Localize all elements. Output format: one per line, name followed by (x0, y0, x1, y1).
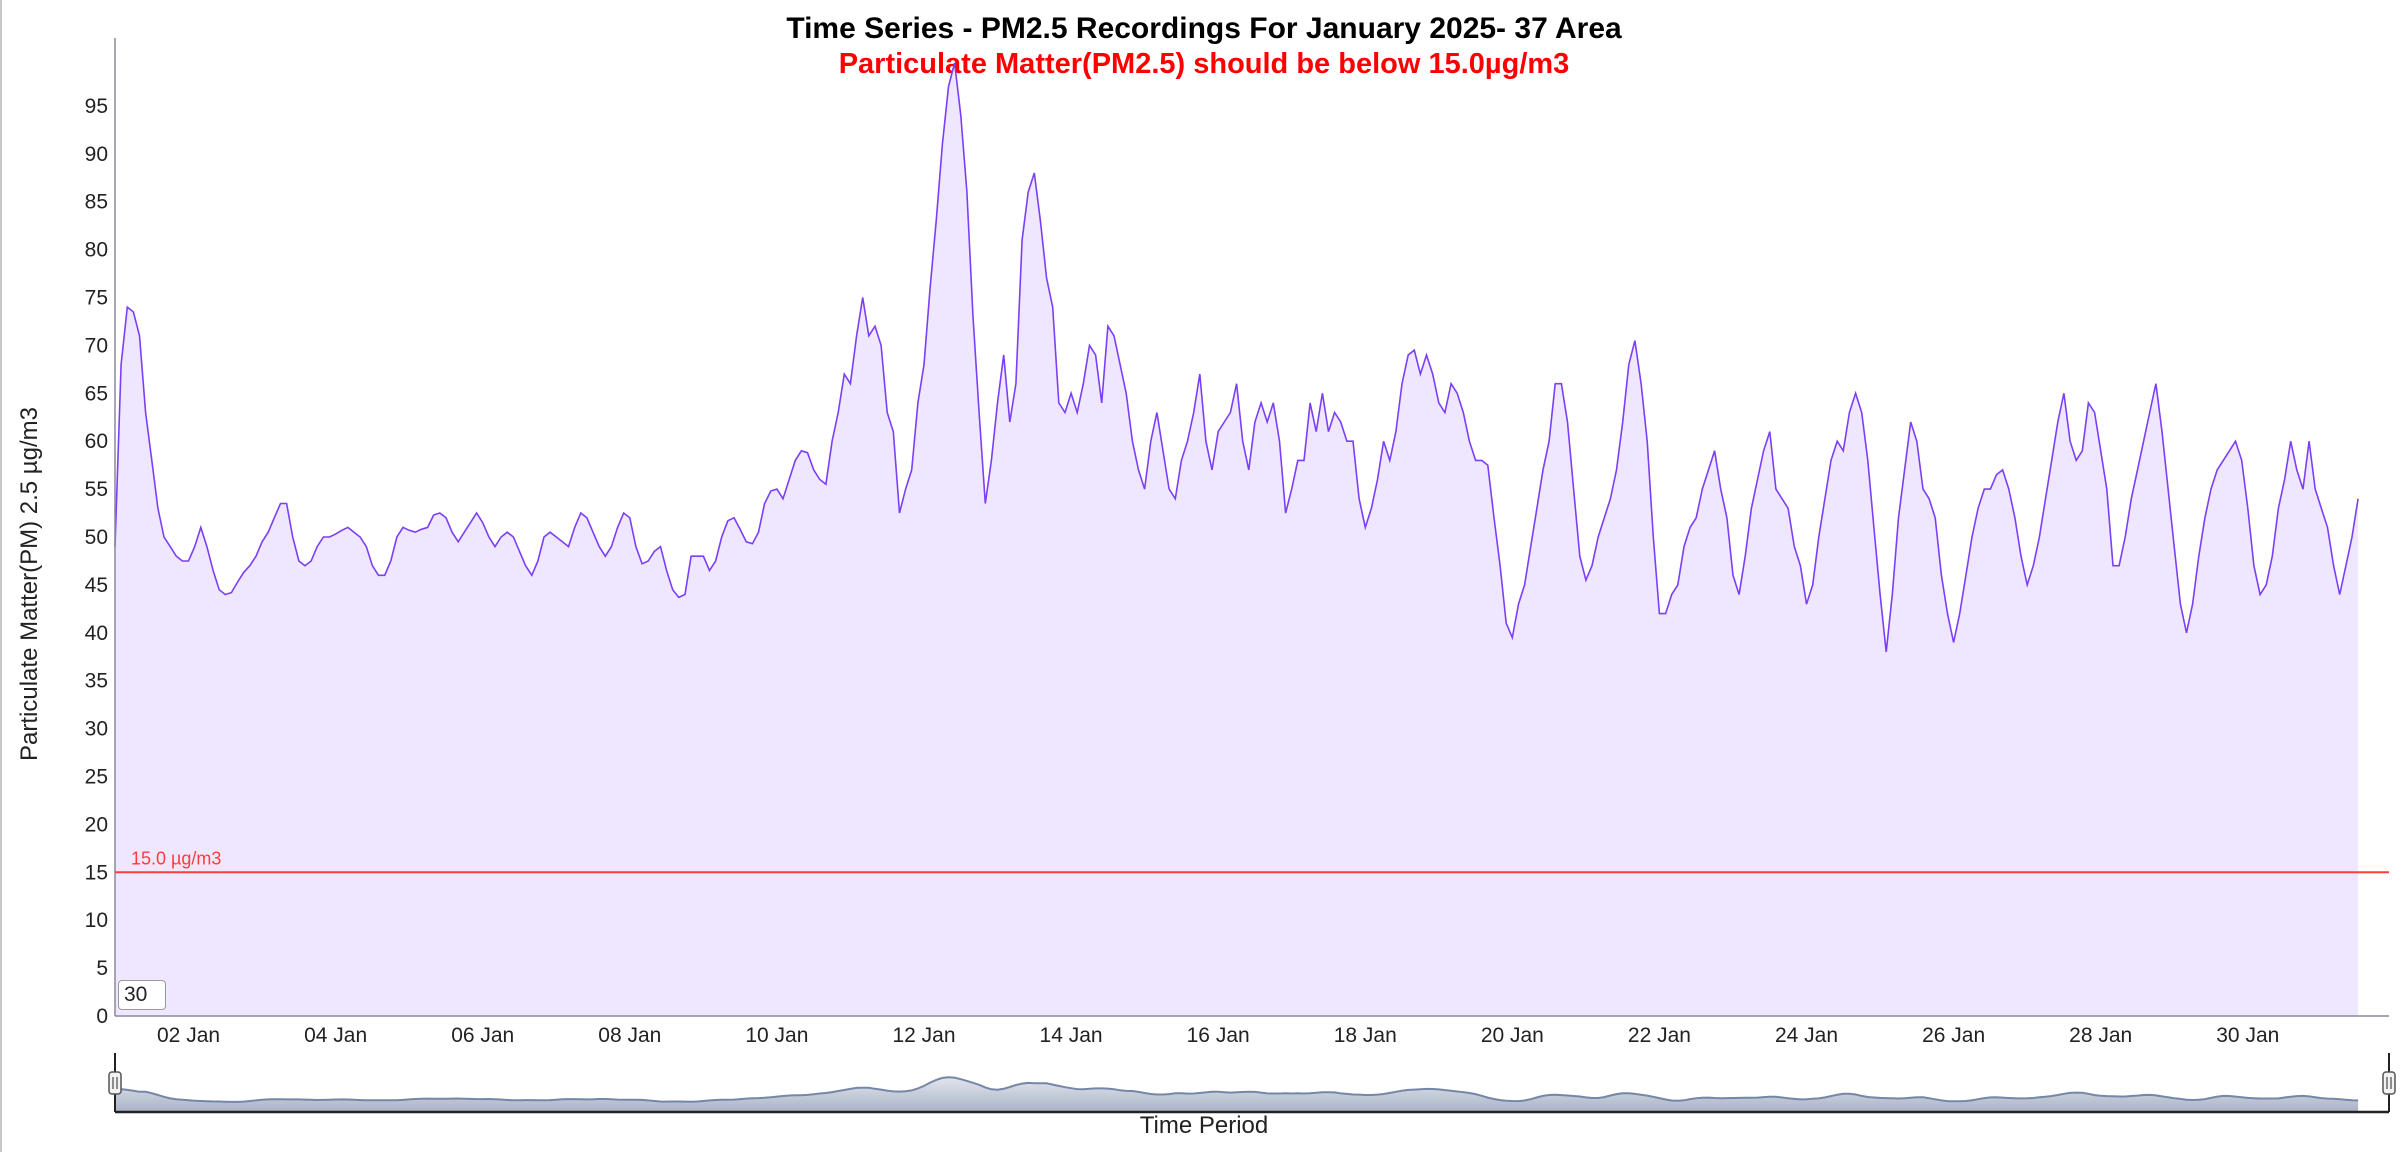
chart-subtitle: Particulate Matter(PM2.5) should be belo… (838, 48, 1570, 80)
y-tick-label: 45 (85, 574, 108, 597)
y-tick-label: 50 (85, 526, 108, 549)
navigator-area (115, 1077, 2359, 1112)
y-tick-label: 55 (85, 478, 108, 501)
x-axis-title: Time Period (1139, 1112, 1269, 1139)
x-tick-label: 20 Jan (1481, 1024, 1544, 1047)
y-tick-label: 90 (85, 143, 108, 166)
chart-title: Time Series - PM2.5 Recordings For Janua… (786, 12, 1622, 45)
x-tick-label: 10 Jan (745, 1024, 808, 1047)
y-tick-label: 85 (85, 191, 108, 214)
x-tick-label: 30 Jan (2216, 1024, 2279, 1047)
y-tick-label: 65 (85, 382, 108, 405)
navigator-left-handle[interactable] (108, 1071, 122, 1095)
series-area-fill (115, 62, 2359, 1017)
threshold-label: 15.0 µg/m3 (131, 848, 221, 868)
y-tick-label: 0 (96, 1005, 108, 1028)
x-tick-label: 26 Jan (1922, 1024, 1985, 1047)
x-tick-label: 28 Jan (2069, 1024, 2132, 1047)
y-tick-label: 30 (85, 718, 108, 741)
navigator-right-handle[interactable] (2382, 1071, 2396, 1095)
page-left-border (0, 0, 2, 1152)
x-tick-label: 02 Jan (157, 1024, 220, 1047)
y-tick-label: 35 (85, 670, 108, 693)
navigator (108, 1053, 2396, 1114)
x-tick-label: 04 Jan (304, 1024, 367, 1047)
y-tick-label: 80 (85, 239, 108, 262)
x-tick-label: 22 Jan (1628, 1024, 1691, 1047)
x-tick-label: 24 Jan (1775, 1024, 1838, 1047)
x-tick-label: 16 Jan (1187, 1024, 1250, 1047)
navigator-series-line (114, 1076, 2359, 1103)
handle-body[interactable] (108, 1071, 122, 1095)
x-tick-label: 14 Jan (1040, 1024, 1103, 1047)
y-tick-label: 95 (85, 95, 108, 118)
x-tick-label: 12 Jan (892, 1024, 955, 1047)
x-tick-label: 08 Jan (598, 1024, 661, 1047)
handle-body[interactable] (2382, 1071, 2396, 1095)
y-tick-label: 5 (96, 957, 108, 980)
y-tick-label: 75 (85, 287, 108, 310)
x-tick-label: 18 Jan (1334, 1024, 1397, 1047)
y-tick-label: 70 (85, 334, 108, 357)
y-tick-label: 10 (85, 909, 108, 932)
range-days-input[interactable] (118, 980, 166, 1010)
y-tick-label: 15 (85, 861, 108, 884)
y-tick-label: 20 (85, 813, 108, 836)
plot-area: 0 5 10 15 20 25 30 35 40 45 50 55 60 65 70 75 80 85 90 95 02… (85, 38, 2389, 1047)
x-tick-label: 06 Jan (451, 1024, 514, 1047)
series-line-pm25 (114, 62, 2359, 653)
y-tick-label: 40 (85, 622, 108, 645)
y-tick-label: 25 (85, 766, 108, 789)
y-tick-label: 60 (85, 430, 108, 453)
